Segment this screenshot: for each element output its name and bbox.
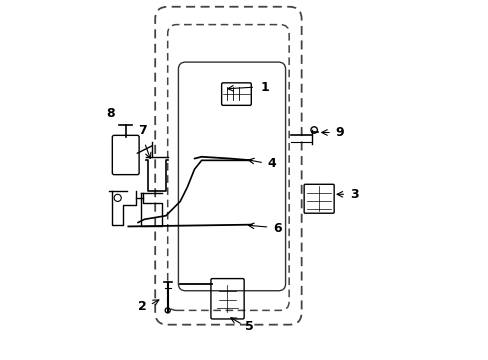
Text: 2: 2 xyxy=(137,300,146,313)
Text: 5: 5 xyxy=(244,320,253,333)
Text: 4: 4 xyxy=(267,157,276,170)
Text: 1: 1 xyxy=(260,81,269,94)
Text: 3: 3 xyxy=(349,188,358,201)
Text: 7: 7 xyxy=(138,124,147,137)
Text: 6: 6 xyxy=(272,222,281,235)
Text: 9: 9 xyxy=(335,126,344,139)
Text: 8: 8 xyxy=(106,107,115,120)
